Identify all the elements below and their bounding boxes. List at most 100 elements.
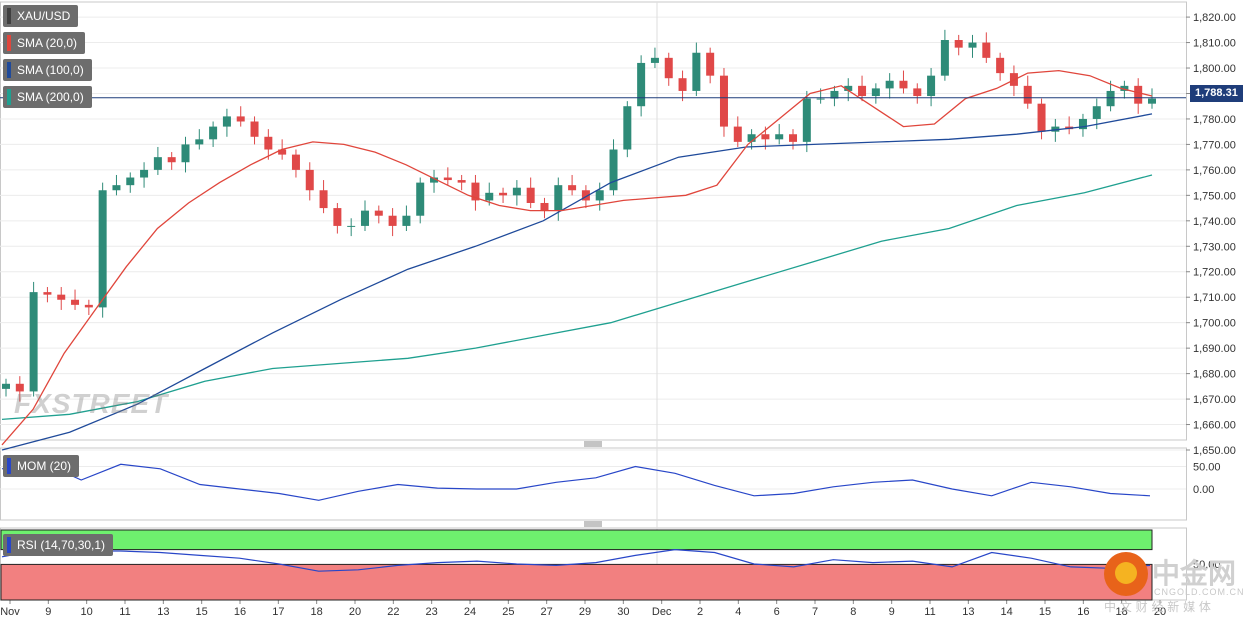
candle-body xyxy=(664,57,673,79)
candle-body xyxy=(43,292,52,295)
candle-body xyxy=(512,187,521,196)
price-tick-label: 1,670.00 xyxy=(1193,394,1236,406)
price-tick-label: 1,710.00 xyxy=(1193,292,1236,304)
mom-pane-frame xyxy=(0,447,1187,521)
candle-body xyxy=(443,177,452,181)
candle-body xyxy=(485,192,494,201)
x-tick-label: 7 xyxy=(812,606,818,618)
candle-body xyxy=(940,40,949,76)
x-tick-label: Nov xyxy=(0,606,20,618)
x-tick-label: 13 xyxy=(157,606,169,618)
x-tick-label: 15 xyxy=(196,606,208,618)
candle-body xyxy=(471,182,480,201)
candle-body xyxy=(2,383,10,389)
x-tick-label: 9 xyxy=(889,606,895,618)
candle-body xyxy=(250,121,259,137)
candle-body xyxy=(650,57,659,63)
candle-body xyxy=(305,169,314,191)
candle-body xyxy=(1148,98,1156,104)
x-tick-label: 18 xyxy=(311,606,323,618)
price-tick-label: 1,760.00 xyxy=(1193,165,1236,177)
candle-body xyxy=(623,106,632,150)
cngold-logo-emblem-inner xyxy=(1115,562,1137,584)
x-tick-label: 30 xyxy=(617,606,629,618)
candle-body xyxy=(1106,90,1115,107)
candle-body xyxy=(719,75,728,127)
candle-body xyxy=(181,144,190,163)
candle-body xyxy=(57,294,66,300)
current-price-tag: 1,788.31 xyxy=(1190,85,1243,102)
candle-body xyxy=(747,134,756,142)
x-tick-label: 27 xyxy=(541,606,553,618)
sma20-line xyxy=(1,69,1153,446)
candle-body xyxy=(540,202,549,211)
x-tick-label: 20 xyxy=(349,606,361,618)
sma20-label[interactable]: SMA (20,0) xyxy=(3,32,86,54)
sma200-swatch xyxy=(7,89,11,105)
candle-body xyxy=(899,80,908,89)
sma20-text: SMA (20,0) xyxy=(17,36,78,50)
sma100-swatch xyxy=(7,62,11,78)
candle-body xyxy=(1134,85,1143,104)
candle-body xyxy=(871,88,880,97)
candle-body xyxy=(278,149,287,155)
price-tick-label: 1,690.00 xyxy=(1193,343,1236,355)
x-tick-label: 20 xyxy=(1154,606,1166,618)
candle-body xyxy=(706,52,715,76)
mom-swatch xyxy=(7,458,11,474)
x-tick-label: 22 xyxy=(387,606,399,618)
sma100-label[interactable]: SMA (100,0) xyxy=(3,59,92,81)
x-tick-label: 2 xyxy=(697,606,703,618)
fxstreet-watermark: FXSTREET xyxy=(14,388,168,420)
candle-body xyxy=(167,157,176,163)
candle-body xyxy=(568,185,577,191)
candle-body xyxy=(1037,103,1046,132)
x-tick-label: 10 xyxy=(81,606,93,618)
cngold-logo-url: CNGOLD.COM.CN xyxy=(1154,587,1245,597)
candle-body xyxy=(913,88,922,97)
candle-body xyxy=(360,210,369,226)
candle-body xyxy=(430,177,439,183)
cngold-logo: 中金网 CNGOLD.COM.CN 中 文 财 经 新 媒 体 xyxy=(1104,550,1254,620)
current-price-text: 1,788.31 xyxy=(1195,87,1238,99)
rsi-label[interactable]: RSI (14,70,30,1) xyxy=(3,534,114,556)
candle-body xyxy=(388,215,397,226)
candle-body xyxy=(692,52,701,91)
mom-line xyxy=(1,461,1151,501)
candle-body xyxy=(98,190,107,308)
mom-tick-label: 50.00 xyxy=(1193,462,1221,474)
candle-body xyxy=(609,149,618,191)
candle-body xyxy=(15,383,24,392)
x-tick-label: 18 xyxy=(1116,606,1128,618)
candle-body xyxy=(1120,85,1129,91)
candle-body xyxy=(1092,106,1101,119)
candle-body xyxy=(775,134,784,140)
candle-body xyxy=(968,42,977,48)
candle-body xyxy=(112,185,121,191)
x-tick-label: 17 xyxy=(272,606,284,618)
candle-body xyxy=(84,304,93,308)
candle-body xyxy=(126,177,135,186)
candle-body xyxy=(29,292,38,392)
x-tick-label: 13 xyxy=(962,606,974,618)
candle-body xyxy=(581,190,590,201)
x-tick-label: 16 xyxy=(234,606,246,618)
price-tick-label: 1,820.00 xyxy=(1193,12,1236,24)
candle-body xyxy=(222,116,231,127)
sma100-line xyxy=(1,113,1153,451)
sma200-label[interactable]: SMA (200,0) xyxy=(3,86,92,108)
candle-body xyxy=(954,40,963,48)
price-tick-label: 1,740.00 xyxy=(1193,216,1236,228)
mom-label[interactable]: MOM (20) xyxy=(3,455,79,477)
rsi-text: RSI (14,70,30,1) xyxy=(17,538,106,552)
rsi-swatch xyxy=(7,537,11,553)
candle-body xyxy=(402,215,411,226)
price-tick-label: 1,730.00 xyxy=(1193,241,1236,253)
candle-body xyxy=(789,134,798,142)
instrument-label[interactable]: XAU/USD xyxy=(3,5,79,27)
candle-body xyxy=(71,299,80,305)
candle-body xyxy=(982,42,991,58)
x-tick-label: 9 xyxy=(45,606,51,618)
